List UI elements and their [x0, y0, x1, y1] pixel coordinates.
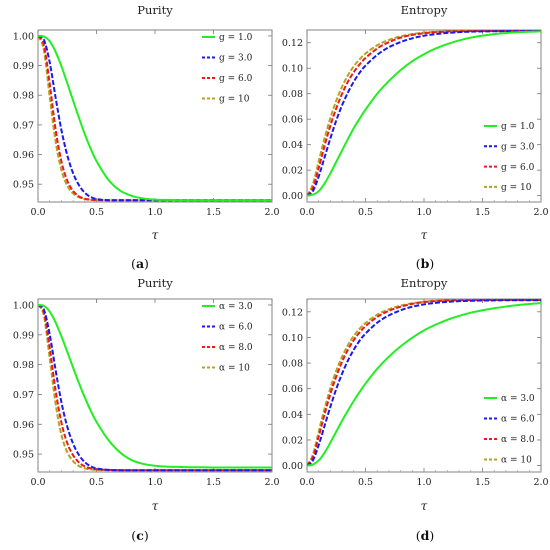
legend-label: g = 6.0 — [219, 74, 253, 84]
panel-label: (d) — [416, 528, 435, 543]
y-tick-label: 0.10 — [282, 333, 303, 344]
y-tick-label: 0.06 — [282, 384, 303, 395]
y-tick-label: 0.08 — [282, 359, 303, 370]
y-tick-label: 0.98 — [13, 91, 34, 102]
x-tick-label: 0.0 — [299, 477, 314, 488]
series-line — [307, 302, 541, 467]
panel-a: 0.0 0.5 1.0 1.5 2.0 0.95 0.96 0.97 0.98 0.99 1.00 P… — [13, 3, 280, 271]
x-tick-label: 0.5 — [358, 207, 373, 218]
series-line — [307, 30, 541, 197]
y-tick-label: 0.00 — [282, 461, 303, 472]
panel-b: 0.0 0.5 1.0 1.5 2.0 0.00 0.02 0.04 0.06 0.08 0.10 0… — [282, 3, 549, 271]
plot-frame — [306, 29, 542, 203]
y-tick-label: 0.04 — [282, 410, 303, 421]
legend: g = 1.0 g = 3.0 g = 6.0 g = 10 — [484, 122, 535, 193]
x-tick-label: 1.5 — [475, 477, 490, 488]
series-line — [38, 303, 272, 469]
x-tick-label: 2.0 — [533, 207, 548, 218]
panel-title: Entropy — [401, 3, 448, 17]
legend: g = 1.0 g = 3.0 g = 6.0 g = 10 — [202, 33, 253, 105]
series-line — [38, 34, 272, 202]
y-tick-label: 0.02 — [282, 435, 303, 446]
y-tick-label: 0.08 — [282, 89, 303, 100]
legend-label: g = 10 — [219, 95, 250, 105]
x-axis-label: τ — [152, 228, 159, 242]
series-line — [38, 35, 272, 202]
series-line — [307, 299, 541, 467]
y-tick-label: 0.02 — [282, 166, 303, 177]
legend-label: α = 3.0 — [501, 394, 535, 404]
y-tick-label: 0.96 — [13, 150, 34, 161]
legend: α = 3.0 α = 6.0 α = 8.0 α = 10 — [484, 394, 535, 466]
y-tick-label: 0.98 — [13, 360, 34, 371]
x-tick-label: 2.0 — [264, 477, 279, 488]
x-tick-label: 0.5 — [89, 477, 104, 488]
x-tick-label: 0.0 — [30, 207, 45, 218]
y-tick-label: 0.00 — [282, 191, 303, 202]
y-tick-label: 0.99 — [13, 61, 34, 72]
x-tick-label: 1.5 — [206, 207, 221, 218]
series-line — [307, 30, 541, 197]
panel-c: 0.0 0.5 1.0 1.5 2.0 0.95 0.96 0.97 0.98 0.99 1.00 P… — [13, 276, 280, 543]
y-tick-label: 0.97 — [13, 390, 34, 401]
y-tick-label: 0.95 — [13, 180, 34, 191]
x-tick-label: 1.0 — [147, 477, 162, 488]
panel-title: Purity — [137, 276, 173, 290]
x-tick-label: 1.0 — [416, 207, 431, 218]
legend-label: g = 3.0 — [219, 54, 253, 64]
series-line — [38, 304, 272, 472]
y-tick-label: 0.12 — [282, 38, 303, 49]
legend: α = 3.0 α = 6.0 α = 8.0 α = 10 — [202, 302, 253, 374]
legend-label: α = 6.0 — [219, 323, 253, 333]
legend-label: α = 10 — [501, 456, 532, 466]
x-axis-label: τ — [421, 499, 428, 513]
x-tick-label: 0.0 — [299, 207, 314, 218]
y-tick-label: 0.95 — [13, 450, 34, 461]
y-tick-label: 0.12 — [282, 307, 303, 318]
legend-label: α = 3.0 — [219, 302, 253, 312]
legend-label: α = 10 — [219, 364, 250, 374]
x-tick-label: 0.5 — [89, 207, 104, 218]
y-tick-label: 0.06 — [282, 115, 303, 126]
legend-label: g = 1.0 — [219, 33, 253, 43]
y-tick-label: 0.97 — [13, 120, 34, 131]
y-tick-label: 0.99 — [13, 330, 34, 341]
legend-label: g = 3.0 — [501, 143, 535, 153]
x-tick-label: 2.0 — [533, 477, 548, 488]
panel-title: Purity — [137, 3, 173, 17]
legend-label: g = 1.0 — [501, 122, 535, 132]
series-line — [307, 299, 541, 467]
x-axis-label: τ — [152, 499, 159, 513]
series-line — [307, 30, 541, 197]
panel-title: Entropy — [401, 276, 448, 290]
x-tick-label: 1.5 — [475, 207, 490, 218]
legend-label: α = 6.0 — [501, 415, 535, 425]
x-tick-label: 0.5 — [358, 477, 373, 488]
legend-label: α = 8.0 — [501, 435, 535, 445]
legend-label: g = 10 — [501, 183, 532, 193]
x-tick-label: 1.0 — [416, 477, 431, 488]
x-tick-label: 1.0 — [147, 207, 162, 218]
y-tick-label: 0.10 — [282, 64, 303, 75]
panel-label: (a) — [131, 256, 149, 271]
panel-d: 0.0 0.5 1.0 1.5 2.0 0.00 0.02 0.04 0.06 0.08 0.10 0… — [282, 276, 549, 543]
legend-label: g = 6.0 — [501, 163, 535, 173]
y-tick-label: 1.00 — [13, 300, 34, 311]
y-tick-label: 0.04 — [282, 140, 303, 151]
x-tick-label: 1.5 — [206, 477, 221, 488]
plot-frame — [306, 298, 542, 473]
legend-label: α = 8.0 — [219, 343, 253, 353]
x-tick-label: 0.0 — [30, 477, 45, 488]
panel-label: (b) — [416, 256, 435, 271]
x-axis-label: τ — [421, 228, 428, 242]
y-tick-label: 0.96 — [13, 420, 34, 431]
x-tick-label: 2.0 — [264, 207, 279, 218]
y-tick-label: 1.00 — [13, 31, 34, 42]
panel-label: (c) — [131, 528, 148, 543]
